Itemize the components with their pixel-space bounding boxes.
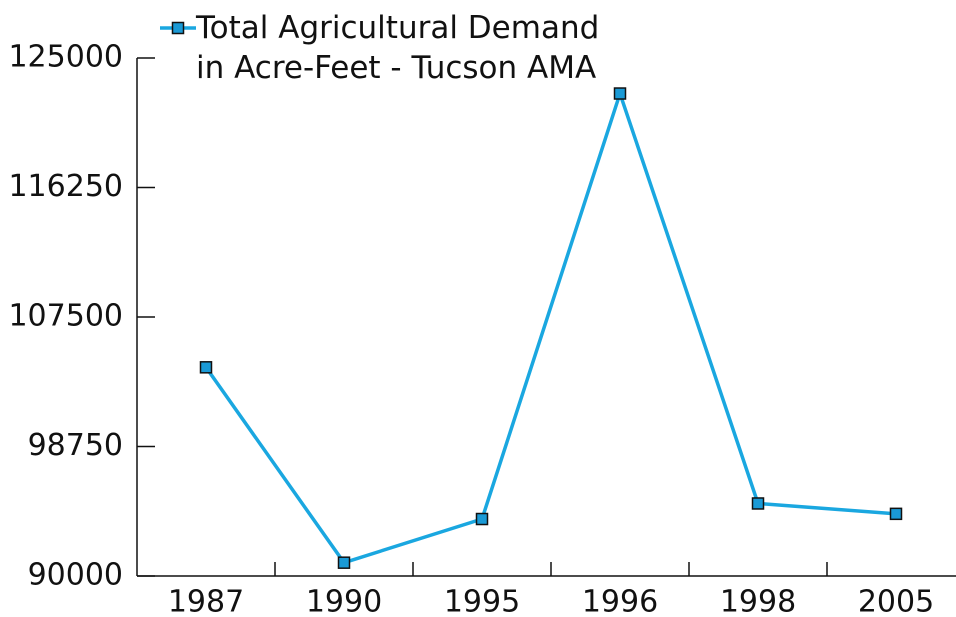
- marker: [613, 87, 627, 100]
- marker: [475, 512, 489, 526]
- legend-marker: [171, 21, 185, 35]
- series-line: [204, 87, 897, 565]
- x-tick-label: 1996: [582, 585, 658, 617]
- x-tick-label: 1995: [444, 585, 520, 617]
- y-tick-label: 107500: [8, 299, 123, 334]
- legend-label: Total Agricultural Demand in Acre-Feet -…: [196, 10, 600, 86]
- x-tick-label: 2005: [858, 585, 934, 617]
- x-tick-label: 1987: [168, 585, 244, 617]
- y-tick-label: 116250: [8, 169, 123, 204]
- marker: [751, 497, 765, 510]
- y-tick-label: 98750: [28, 428, 123, 463]
- marker: [889, 507, 903, 521]
- x-tick-label: 1998: [720, 585, 796, 617]
- y-tick-label: 90000: [28, 558, 123, 593]
- x-tick-label: 1990: [306, 585, 382, 617]
- marker: [199, 361, 213, 374]
- marker: [337, 556, 351, 569]
- y-tick-label: 125000: [8, 40, 123, 75]
